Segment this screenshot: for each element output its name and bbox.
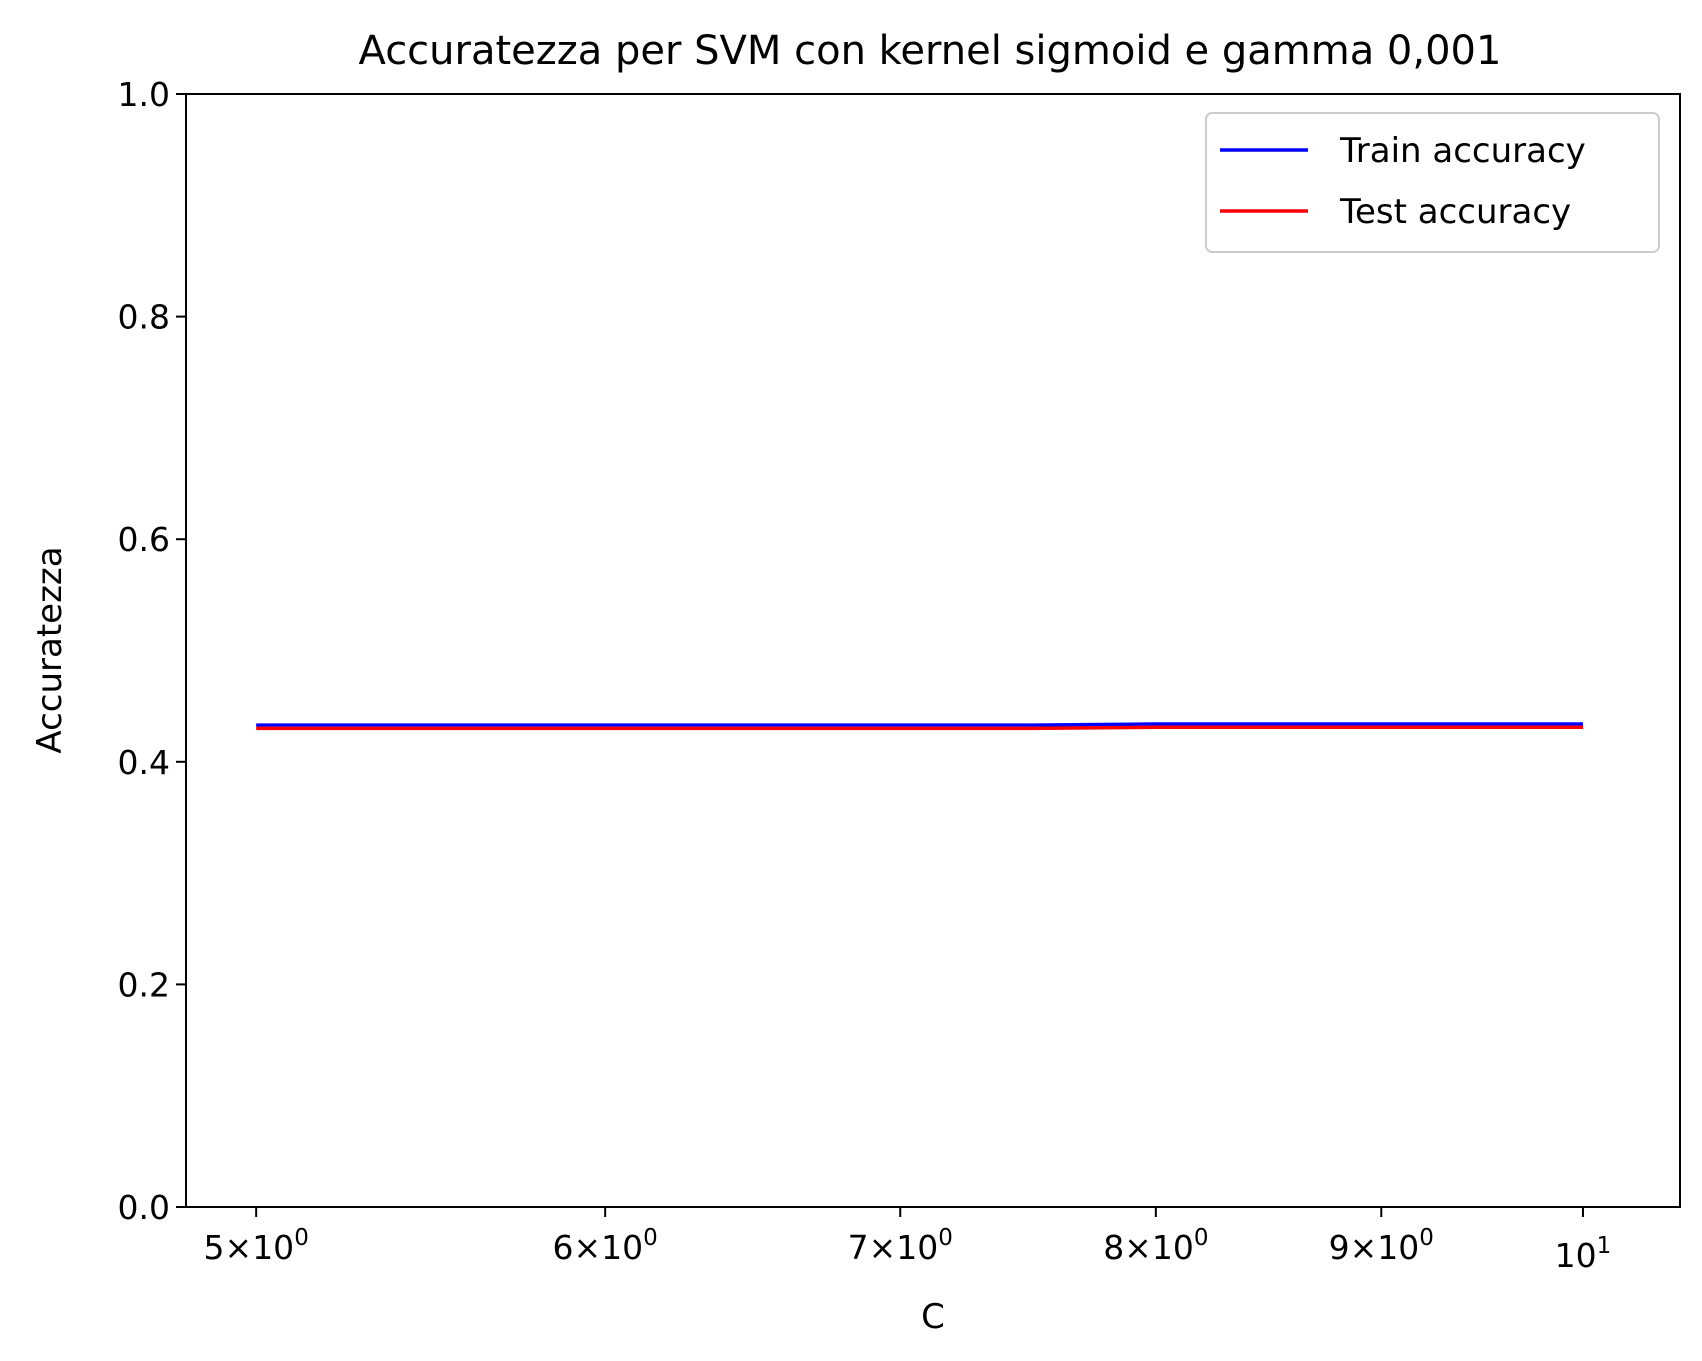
x-tick-label: 101: [1555, 1233, 1612, 1275]
legend-box: [1205, 112, 1660, 253]
y-tick-label: 0.6: [118, 520, 170, 559]
x-tick-label: 5×100: [204, 1225, 309, 1267]
plot-area: [186, 94, 1680, 1207]
y-tick-label: 1.0: [118, 75, 170, 114]
legend-label-1: Test accuracy: [1339, 192, 1571, 232]
x-tick-label: 9×100: [1329, 1225, 1434, 1267]
legend: Train accuracy Test accuracy: [1205, 112, 1660, 253]
series-lines: [256, 722, 1583, 731]
plot-frame: [185, 93, 1681, 1208]
y-axis-label: Accuratezza: [30, 546, 70, 753]
x-tick-label: 7×100: [848, 1225, 953, 1267]
y-tick-label: 0.4: [118, 743, 170, 782]
x-axis: 5×100 6×100 7×100 8×100 9×100 101: [204, 1207, 1612, 1275]
x-tick-label: 6×100: [553, 1225, 658, 1267]
legend-label-0: Train accuracy: [1339, 131, 1586, 171]
y-tick-label: 0.8: [118, 298, 170, 337]
series-line-0: [256, 722, 1583, 727]
y-axis: 0.0 0.2 0.4 0.6 0.8 1.0: [118, 75, 186, 1227]
series-line-1: [256, 725, 1583, 731]
x-axis-label: C: [921, 1297, 945, 1337]
chart-title: Accuratezza per SVM con kernel sigmoid e…: [359, 28, 1502, 74]
y-tick-label: 0.0: [118, 1188, 170, 1227]
x-tick-label: 8×100: [1103, 1225, 1208, 1267]
y-tick-label: 0.2: [118, 965, 170, 1004]
